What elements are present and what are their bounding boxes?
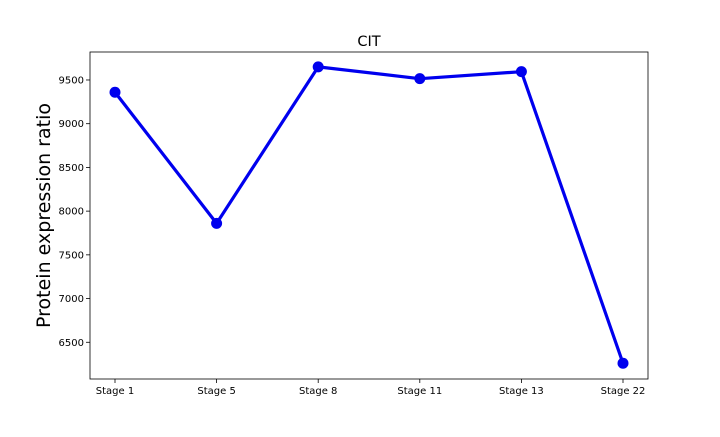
y-tick-label: 7500 [59, 250, 84, 261]
x-tick-label: Stage 11 [397, 386, 442, 397]
chart-title: CIT [357, 34, 380, 50]
y-tick-label: 7000 [59, 294, 84, 305]
y-axis: 6500 7000 7500 8000 8500 9000 9500 [59, 75, 90, 349]
y-tick-label: 8000 [59, 207, 84, 218]
series-line [113, 65, 625, 365]
data-point [414, 73, 426, 85]
data-point [617, 357, 629, 369]
y-tick-label: 9000 [59, 119, 84, 130]
series-cit [109, 61, 629, 369]
data-point [312, 61, 324, 73]
x-tick-label: Stage 1 [96, 386, 134, 397]
y-tick-label: 9500 [59, 75, 84, 86]
x-tick-label: Stage 22 [601, 386, 646, 397]
plot-area-frame [89, 51, 649, 380]
y-tick-label: 8500 [59, 163, 84, 174]
data-point [211, 217, 223, 229]
x-tick-label: Stage 5 [197, 386, 235, 397]
x-tick-label: Stage 13 [499, 386, 544, 397]
data-point [109, 86, 121, 98]
data-point [515, 66, 527, 78]
x-axis: Stage 1 Stage 5 Stage 8 Stage 11 Stage 1… [96, 379, 646, 397]
y-axis-label: Protein expression ratio [33, 103, 55, 328]
x-tick-label: Stage 8 [299, 386, 337, 397]
y-tick-label: 6500 [59, 338, 84, 349]
